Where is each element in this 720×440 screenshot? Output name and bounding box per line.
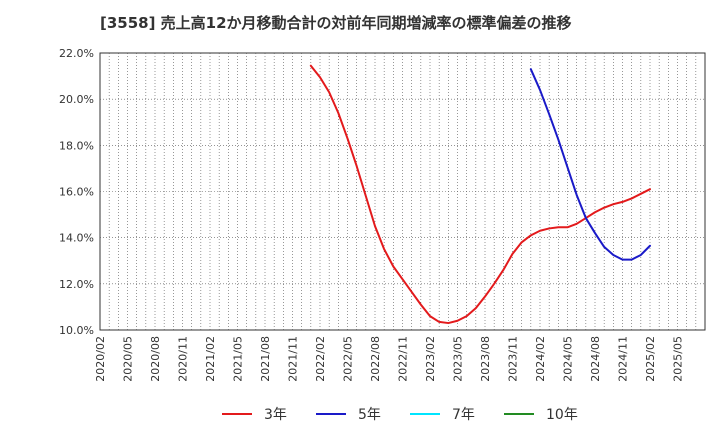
x-tick-label: 2025/02: [644, 336, 657, 382]
y-tick-label: 12.0%: [59, 278, 94, 291]
x-tick-label: 2024/11: [617, 336, 630, 382]
x-tick-label: 2023/11: [507, 336, 520, 382]
series-layer: [309, 64, 651, 325]
x-tick-label: 2024/08: [589, 336, 602, 382]
x-tick-label: 2020/08: [149, 336, 162, 382]
x-tick-label: 2022/05: [342, 336, 355, 382]
x-tick-label: 2023/05: [452, 336, 465, 382]
legend-label: 7年: [452, 407, 475, 423]
y-tick-label: 22.0%: [59, 47, 94, 60]
x-tick-label: 2020/05: [122, 336, 135, 382]
legend-label: 3年: [264, 407, 287, 423]
x-tick-label: 2021/11: [287, 336, 300, 382]
x-tick-label: 2024/05: [562, 336, 575, 382]
x-tick-label: 2023/08: [479, 336, 492, 382]
grid-layer: [100, 53, 705, 330]
legend: 3年 5年 7年 10年: [222, 407, 578, 423]
chart-title: [3558] 売上高12か月移動合計の対前年同期増減率の標準偏差の推移: [100, 14, 572, 32]
y-tick-label: 18.0%: [59, 139, 94, 152]
y-tick-label: 16.0%: [59, 186, 94, 199]
x-tick-label: 2022/02: [314, 336, 327, 382]
series-line-3年: [309, 64, 651, 325]
y-tick-label: 14.0%: [59, 232, 94, 245]
x-axis: 2020/02 2020/05 2020/08 2020/11 2021/02 2021/…: [94, 336, 685, 382]
x-tick-label: 2024/02: [534, 336, 547, 382]
x-tick-label: 2025/05: [672, 336, 685, 382]
x-tick-label: 2023/02: [424, 336, 437, 382]
x-tick-label: 2021/08: [259, 336, 272, 382]
x-tick-label: 2022/08: [369, 336, 382, 382]
y-tick-label: 10.0%: [59, 324, 94, 337]
legend-label: 5年: [358, 407, 381, 423]
y-tick-label: 20.0%: [59, 93, 94, 106]
series-line-5年: [529, 68, 651, 261]
x-tick-label: 2021/05: [232, 336, 245, 382]
x-tick-label: 2020/02: [94, 336, 107, 382]
legend-label: 10年: [546, 407, 578, 423]
x-tick-label: 2020/11: [177, 336, 190, 382]
x-tick-label: 2021/02: [204, 336, 217, 382]
y-axis: 10.0% 12.0% 14.0% 16.0% 18.0% 20.0% 22.0%: [59, 47, 94, 337]
x-tick-label: 2022/11: [397, 336, 410, 382]
